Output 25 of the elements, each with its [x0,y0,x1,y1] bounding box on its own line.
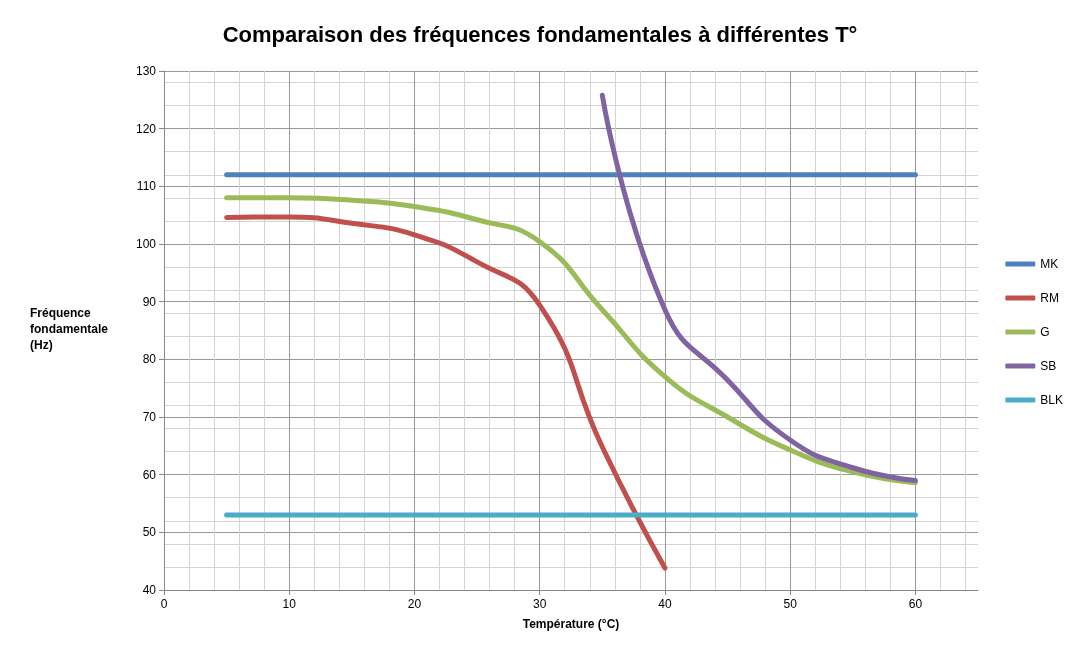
chart-title: Comparaison des fréquences fondamentales à différentes T° [222,21,858,47]
legend-label: BLK [1040,393,1064,407]
y-tick-label: 50 [142,525,157,540]
x-tick-label: 50 [783,597,798,611]
legend-label: MK [1040,257,1059,271]
x-tick-label: 10 [282,597,297,611]
legend-label: RM [1040,291,1059,305]
y-tick-label: 100 [135,237,157,251]
x-tick-label: 60 [908,597,923,611]
x-tick-label: 40 [658,597,672,611]
y-tick-label: 60 [142,467,157,482]
y-tick-label: 80 [142,352,157,367]
x-tick-label: 20 [407,597,422,611]
y-axis-title: Fréquence fondamentale (Hz) [30,306,109,352]
x-tick-label: 0 [160,597,168,611]
y-tick-label: 120 [135,121,157,136]
y-tick-label: 130 [135,64,157,78]
y-tick-label: 90 [142,294,157,309]
y-tick-label: 40 [142,583,157,597]
x-tick-label: 30 [533,597,547,611]
legend-label: SB [1040,359,1057,373]
x-axis-title: Température (°C) [522,617,620,631]
legend-label: G [1040,325,1050,339]
y-tick-label: 110 [136,179,157,194]
y-tick-label: 70 [142,410,157,424]
